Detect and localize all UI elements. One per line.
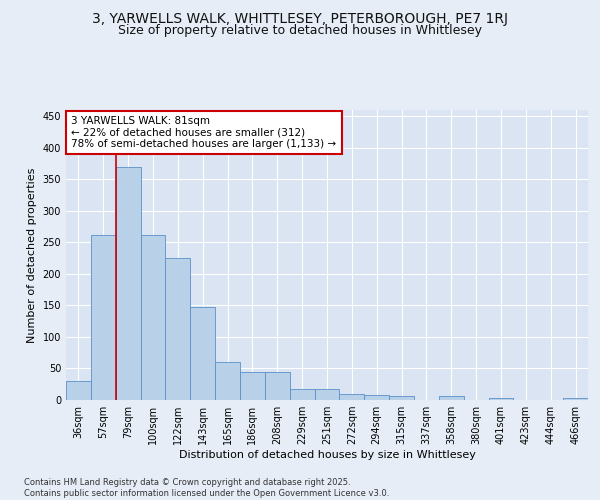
Bar (439, 396, 464, 400)
Text: 3 YARWELLS WALK: 81sqm
← 22% of detached houses are smaller (312)
78% of semi-de: 3 YARWELLS WALK: 81sqm ← 22% of detached… (71, 116, 337, 149)
Bar (140, 235, 166, 400)
Text: 3, YARWELLS WALK, WHITTLESEY, PETERBOROUGH, PE7 1RJ: 3, YARWELLS WALK, WHITTLESEY, PETERBOROU… (92, 12, 508, 26)
Bar (314, 388, 340, 400)
Bar (563, 398, 588, 400)
Bar (290, 388, 314, 400)
Bar (240, 372, 265, 400)
X-axis label: Distribution of detached houses by size in Whittlesey: Distribution of detached houses by size … (179, 450, 475, 460)
Bar (190, 306, 215, 400)
Bar (116, 166, 140, 400)
Bar (66, 381, 91, 400)
Bar (215, 362, 240, 400)
Bar (91, 235, 116, 400)
Y-axis label: Number of detached properties: Number of detached properties (27, 168, 37, 342)
Text: Contains HM Land Registry data © Crown copyright and database right 2025.
Contai: Contains HM Land Registry data © Crown c… (24, 478, 389, 498)
Bar (364, 395, 389, 400)
Bar (488, 398, 514, 400)
Bar (389, 396, 414, 400)
Bar (265, 372, 290, 400)
Text: Size of property relative to detached houses in Whittlesey: Size of property relative to detached ho… (118, 24, 482, 37)
Bar (340, 394, 364, 400)
Bar (166, 258, 190, 400)
